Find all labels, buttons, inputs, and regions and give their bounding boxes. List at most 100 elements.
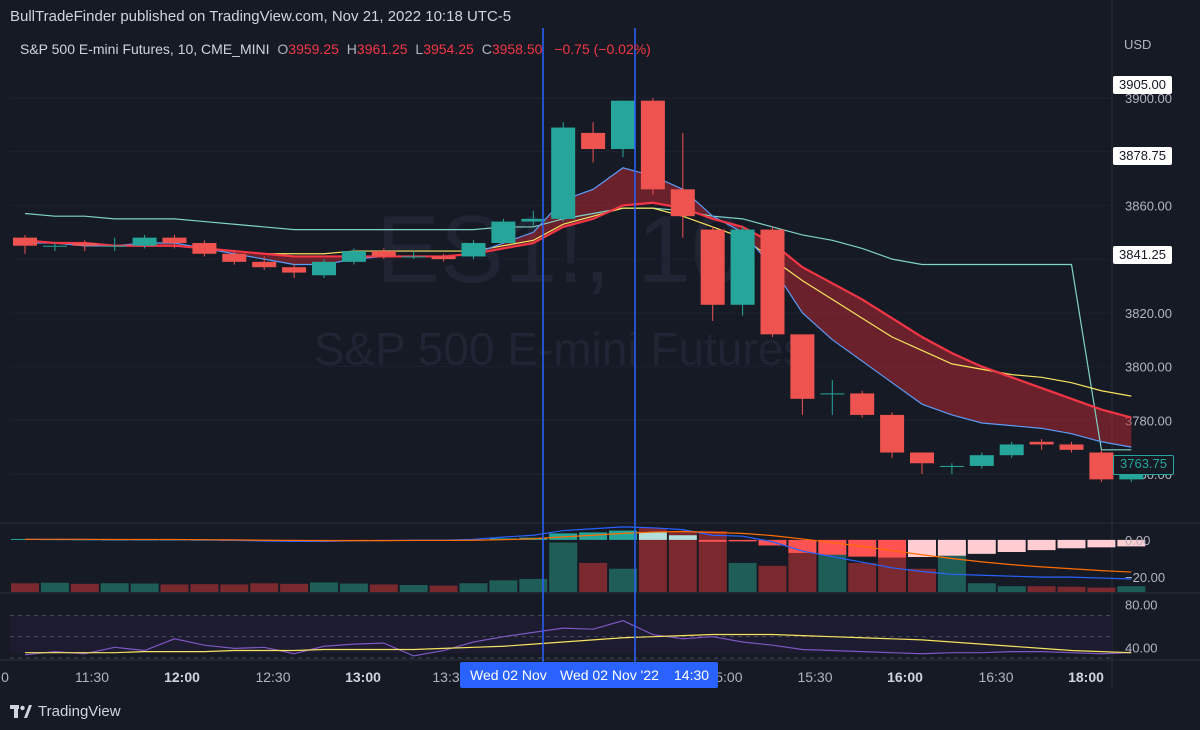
- volume-bar: [1117, 586, 1146, 592]
- candle-body: [431, 256, 456, 260]
- candle-body: [72, 243, 97, 246]
- candle-body: [1059, 444, 1084, 450]
- open-value: 3959.25: [288, 41, 339, 57]
- volume-bar: [1027, 586, 1056, 592]
- macd-histogram-bar: [1027, 539, 1056, 551]
- macd-histogram-bar: [1087, 539, 1116, 548]
- candle-body: [910, 452, 934, 464]
- candle-body: [760, 229, 785, 335]
- volume-bar: [997, 586, 1026, 592]
- volume-bar: [908, 568, 936, 592]
- macd-histogram-bar: [908, 539, 936, 558]
- candle-body: [162, 237, 187, 244]
- candle-body: [850, 393, 875, 415]
- rsi-axis-tick-label: 80.00: [1125, 598, 1158, 613]
- macd-histogram-bar: [668, 535, 697, 540]
- macd-histogram-bar: [1117, 539, 1146, 547]
- candle-body: [1089, 452, 1114, 480]
- close-value: 3958.50: [491, 41, 543, 57]
- macd-histogram-bar: [878, 539, 907, 558]
- candle-body: [102, 245, 127, 247]
- volume-bar: [399, 585, 428, 592]
- volume-bar: [190, 584, 219, 592]
- volume-bar: [250, 583, 279, 592]
- tradingview-logo-icon: [10, 704, 32, 718]
- price-axis-tick-label: 3780.00: [1125, 413, 1172, 428]
- time-axis-tick-label: 12:00: [164, 669, 200, 685]
- volume-bar: [1057, 586, 1086, 592]
- volume-bar: [878, 557, 907, 592]
- crosshair-date-label: Wed 02 Nov Wed 02 Nov '22 14:30: [460, 662, 718, 688]
- ema-ribbon-fill: [25, 167, 1132, 448]
- volume-bar: [758, 565, 787, 592]
- macd-histogram-bar: [758, 539, 787, 546]
- candle-body: [222, 253, 247, 262]
- crosshair-date-right: Wed 02 Nov '22: [560, 667, 659, 683]
- crosshair-time: 14:30: [674, 667, 710, 683]
- macd-histogram-bar: [579, 532, 608, 540]
- time-axis-tick-label: 18:00: [1068, 669, 1104, 685]
- volume-bar: [609, 568, 637, 592]
- price-axis-tick-label: 3860.00: [1125, 198, 1172, 213]
- volume-bar: [11, 583, 39, 592]
- price-axis-tick-label: 3820.00: [1125, 306, 1172, 321]
- candle-body: [1029, 441, 1054, 445]
- volume-bar: [668, 530, 697, 592]
- open-label: O: [277, 41, 289, 57]
- tradingview-logo[interactable]: TradingView: [10, 703, 121, 720]
- time-axis-tick-label: 13:3: [432, 669, 459, 685]
- macd-histogram-bar: [997, 539, 1026, 552]
- candle-body: [551, 127, 576, 219]
- crosshair-date-left: Wed 02 Nov: [470, 667, 547, 683]
- volume-bar: [40, 582, 69, 592]
- time-axis-tick-label: 13:00: [345, 669, 381, 685]
- change-value: −0.75 (−0.02%): [554, 41, 651, 57]
- volume-bar: [310, 582, 338, 592]
- candle-body: [192, 243, 217, 254]
- candle-body: [999, 444, 1024, 456]
- time-axis-tick-label: 16:00: [887, 669, 923, 685]
- rsi-ma-line: [25, 633, 1132, 654]
- candle-body: [252, 261, 277, 268]
- candle-body: [42, 245, 67, 247]
- symbol-name: S&P 500 E-mini Futures, 10, CME_MINI: [20, 41, 270, 57]
- high-label: H: [346, 41, 357, 57]
- price-tag: 3878.75: [1113, 147, 1172, 165]
- macd-axis-tick-label: 0.00: [1125, 533, 1150, 548]
- price-tag: 3841.25: [1113, 246, 1172, 264]
- rsi-band: [10, 615, 1112, 653]
- volume-bar: [160, 584, 189, 592]
- candle-body: [132, 237, 157, 246]
- candle-body: [371, 251, 396, 257]
- candle-body: [312, 261, 336, 276]
- price-tag: 3763.75: [1113, 455, 1174, 475]
- volume-bar: [549, 542, 578, 592]
- candle-body: [790, 334, 815, 399]
- high-value: 3961.25: [356, 41, 408, 57]
- time-axis-tick-label: 15:30: [797, 669, 832, 685]
- volume-bar: [100, 583, 129, 592]
- volume-bar: [1087, 587, 1116, 592]
- macd-histogram-bar: [848, 539, 877, 557]
- candle-body: [491, 221, 516, 244]
- candle-body: [969, 455, 994, 466]
- candle-body: [880, 414, 905, 453]
- volume-bar: [459, 583, 488, 592]
- macd-signal-line: [25, 530, 1132, 573]
- volume-bar: [130, 583, 159, 592]
- volume-bar: [788, 551, 817, 592]
- candle-body: [461, 243, 486, 257]
- macd-histogram-bar: [967, 539, 996, 554]
- time-axis-tick-label: 11:30: [75, 669, 109, 685]
- low-value: 3954.25: [423, 41, 474, 57]
- candle-body: [670, 189, 695, 217]
- macd-histogram-bar: [937, 539, 966, 556]
- ema-teal-line: [24, 207, 1132, 451]
- macd-histogram-bar: [638, 532, 667, 540]
- volume-bar: [967, 583, 996, 592]
- candle-body: [341, 251, 366, 262]
- macd-axis-tick-label: −20.00: [1125, 570, 1165, 585]
- volume-bar: [519, 578, 548, 592]
- macd-histogram-bar: [609, 530, 637, 540]
